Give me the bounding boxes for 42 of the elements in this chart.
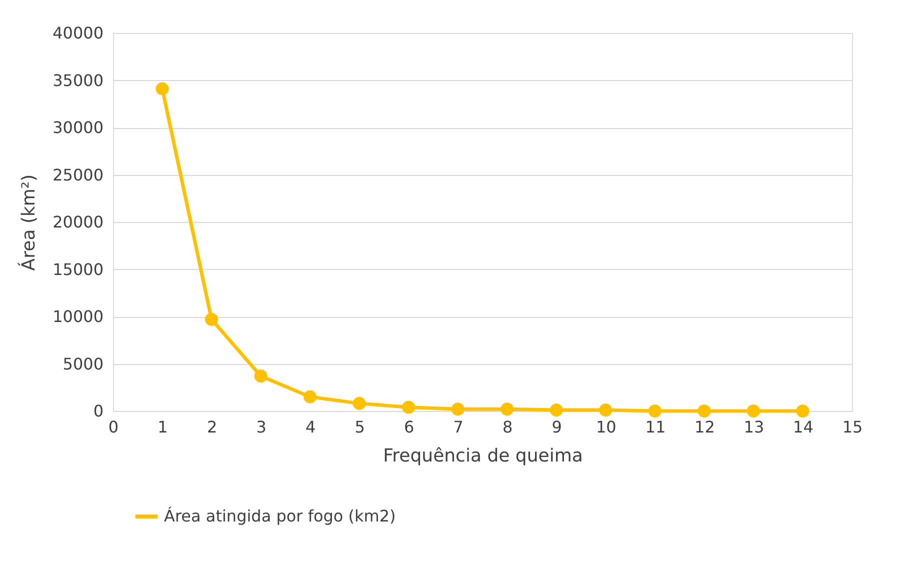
y-tick-label: 15000: [52, 260, 104, 279]
point: [451, 402, 464, 416]
x-tick-label: 0: [108, 418, 119, 436]
x-tick-label: 8: [502, 418, 513, 436]
y-tick-label: 30000: [52, 118, 104, 137]
x-tick-label: 9: [552, 418, 562, 436]
y-axis-title: Área (km²): [18, 174, 40, 271]
legend-label: Área atingida por fogo (km2): [164, 506, 396, 526]
point: [550, 404, 563, 417]
x-tick-label: 2: [206, 418, 218, 436]
y-tick-label: 0: [93, 402, 104, 420]
point: [648, 404, 662, 418]
x-tick-label: 11: [645, 418, 666, 436]
point: [599, 404, 612, 417]
y-tick-label: 25000: [52, 165, 104, 184]
point: [402, 400, 416, 414]
x-tick-label: 7: [453, 418, 464, 436]
point: [254, 370, 268, 383]
x-tick-label: 1: [158, 418, 168, 436]
y-tick-label: 10000: [52, 307, 104, 326]
x-tick-label: 10: [596, 418, 616, 436]
point: [746, 404, 760, 418]
y-tick-label: 5000: [62, 354, 104, 374]
point: [500, 402, 514, 416]
point: [304, 390, 317, 404]
point: [205, 312, 218, 326]
x-tick-label: 5: [354, 418, 365, 436]
x-tick-label: 3: [256, 418, 266, 436]
point: [352, 396, 366, 410]
x-tick-label: 15: [842, 418, 863, 436]
x-axis-title: Frequência de queima: [383, 446, 583, 466]
point: [156, 82, 169, 96]
x-tick-label: 4: [305, 418, 316, 436]
x-tick-label: 13: [744, 418, 764, 436]
x-tick-label: 6: [404, 418, 414, 436]
point: [698, 404, 711, 418]
y-tick-label: 20000: [52, 212, 104, 232]
x-tick-label: 14: [793, 418, 814, 436]
x-tick-label: 12: [694, 418, 715, 436]
point: [796, 404, 810, 418]
y-tick-label: 40000: [52, 24, 104, 42]
y-tick-label: 35000: [52, 70, 104, 90]
